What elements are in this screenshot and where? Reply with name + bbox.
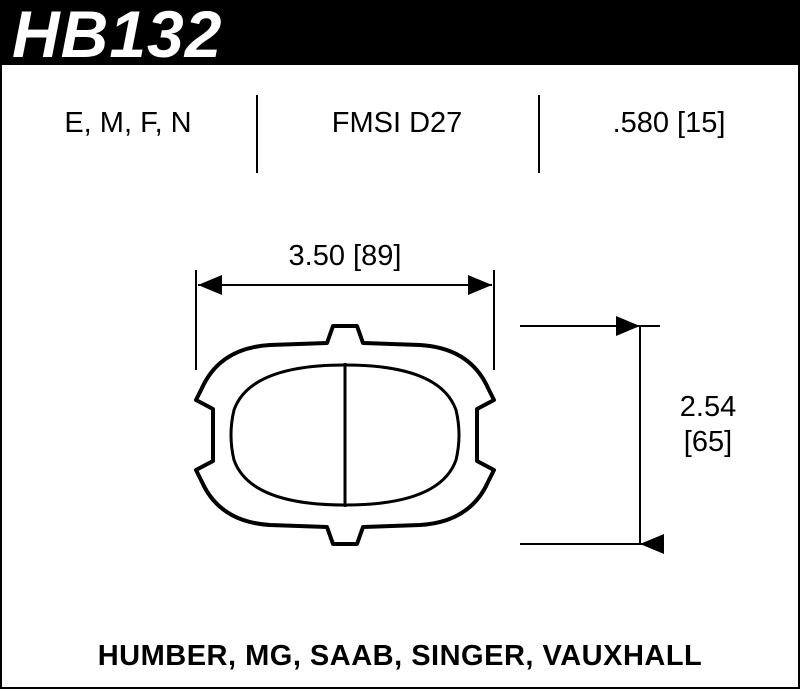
technical-drawing (0, 0, 800, 691)
page: HB132 E, M, F, N FMSI D27 .580 [15] 3.50… (0, 0, 800, 691)
brake-pad-shape (196, 326, 494, 544)
